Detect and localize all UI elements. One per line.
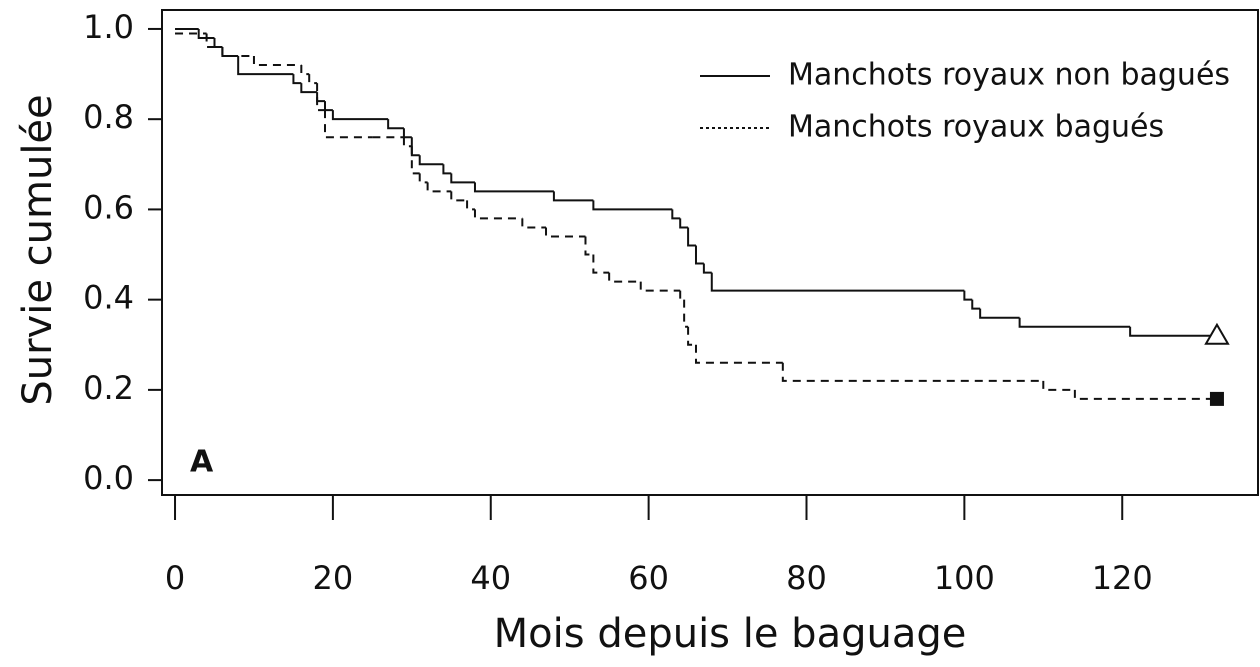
- y-tick-label: 0.2: [83, 369, 134, 407]
- survival-step: [300, 83, 318, 94]
- survival-step: [592, 254, 610, 274]
- survival-step: [410, 146, 420, 175]
- x-tick-label: 0: [165, 559, 185, 597]
- survival-step: [331, 110, 389, 121]
- survival-step: [221, 46, 239, 58]
- x-tick-label: 80: [786, 559, 827, 597]
- y-tick-label: 0.6: [83, 188, 134, 226]
- survival-step: [687, 326, 696, 346]
- legend-label: Manchots royaux bagués: [788, 110, 1164, 145]
- legend-label: Manchots royaux non bagués: [788, 58, 1230, 93]
- survival-step: [316, 83, 325, 112]
- survival-step: [694, 245, 704, 265]
- survival-step: [473, 182, 554, 193]
- x-tick-label: 20: [313, 559, 354, 597]
- survival-step: [300, 65, 310, 76]
- survival-step: [963, 290, 973, 301]
- survival-step: [450, 191, 468, 202]
- survival-step: [1042, 380, 1075, 391]
- survival-step: [387, 119, 404, 130]
- survival-step: [205, 33, 223, 48]
- survival-step: [1129, 326, 1217, 337]
- survival-step: [197, 28, 215, 39]
- x-tick-label: 100: [934, 559, 995, 597]
- survival-step: [292, 74, 302, 85]
- x-tick-label: 40: [470, 559, 511, 597]
- survival-step: [252, 56, 302, 67]
- survival-step: [781, 362, 1044, 382]
- survival-step: [979, 308, 1020, 319]
- survival-step: [710, 272, 965, 292]
- survival-step: [552, 191, 594, 202]
- survival-step: [426, 182, 452, 193]
- survival-step: [323, 101, 333, 112]
- survival-step: [702, 263, 712, 274]
- end-marker: [1204, 322, 1230, 345]
- survival-step: [608, 272, 641, 283]
- end-marker: [1209, 391, 1224, 406]
- survival-step: [466, 200, 475, 211]
- x-axis-title: Mois depuis le baguage: [494, 611, 967, 657]
- y-tick-label: 0.0: [83, 459, 134, 497]
- survival-step: [442, 164, 452, 175]
- survival-step: [694, 344, 783, 364]
- survival-step: [1018, 317, 1131, 328]
- plot-frame: [161, 9, 1259, 496]
- survival-step: [592, 200, 673, 211]
- survival-step: [683, 299, 689, 328]
- survival-step: [584, 236, 594, 256]
- y-tick-label: 0.8: [83, 98, 134, 136]
- y-tick-label: 0.4: [83, 279, 134, 317]
- survival-step: [671, 209, 681, 220]
- survival-step: [450, 173, 475, 184]
- panel-label: A: [190, 445, 214, 480]
- survival-step: [402, 128, 412, 139]
- survival-step: [316, 92, 325, 103]
- y-tick-label: 1.0: [83, 8, 134, 46]
- survival-step: [237, 56, 294, 76]
- survival-step: [418, 173, 428, 184]
- y-axis-title: Survie cumulée: [15, 94, 61, 405]
- survival-step: [221, 46, 254, 58]
- survival-step: [679, 218, 689, 229]
- survival-step: [323, 110, 373, 139]
- survival-step: [418, 155, 444, 166]
- survival-step: [473, 209, 523, 220]
- survival-step: [1073, 389, 1217, 400]
- x-tick-label: 120: [1092, 559, 1153, 597]
- survival-step: [410, 137, 420, 157]
- survival-step: [639, 281, 681, 292]
- x-tick-label: 60: [628, 559, 669, 597]
- survival-step: [521, 218, 547, 229]
- survival-step: [687, 227, 696, 247]
- survival-step: [402, 137, 412, 148]
- survival-step: [545, 227, 586, 238]
- survival-step: [213, 37, 223, 48]
- survival-step: [679, 290, 685, 301]
- survival-step: [971, 299, 981, 310]
- survival-step: [308, 74, 318, 85]
